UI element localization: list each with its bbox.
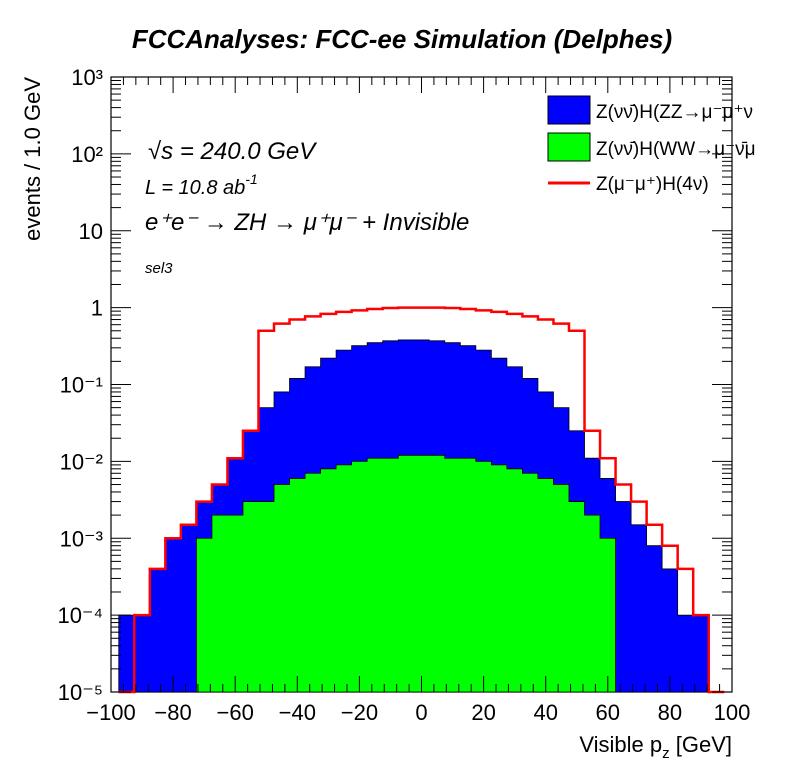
y-tick-label: 10 — [79, 219, 103, 244]
sqrt-s-symbol: √s — [148, 138, 173, 165]
series-4nu-line — [118, 306, 725, 694]
y-tick-label: 10⁻⁴ — [57, 603, 103, 628]
x-axis-label: Visible pz [GeV] — [579, 732, 732, 762]
series-ww-fill — [195, 454, 616, 693]
process-label: e⁺e⁻ → ZH → μ⁺μ⁻ + Invisible — [145, 209, 469, 236]
y-axis: 10⁻⁵ 10⁻⁴ 10⁻³ 10⁻² 10⁻¹ 1 10 10² 10³ — [57, 65, 732, 705]
y-tick-label: 10² — [71, 142, 103, 167]
x-tick-label: 0 — [415, 700, 427, 725]
annotations: √s = 240.0 GeV L = 10.8 ab-1 e⁺e⁻ → ZH →… — [145, 138, 469, 277]
y-tick-label: 10³ — [71, 65, 103, 90]
sqrt-s-label: √s = 240.0 GeV — [148, 138, 317, 165]
y-tick-label: 10⁻¹ — [60, 373, 103, 398]
x-tick-label: 100 — [714, 700, 751, 725]
x-tick-label: 20 — [471, 700, 495, 725]
legend: Z(νν̄)H(ZZ→μ⁻μ⁺ν Z(νν̄)H(WW→μ⁻ν̄μ Z(μ⁻μ⁺… — [547, 95, 756, 195]
legend-swatch-zz — [547, 95, 591, 125]
x-tick-label: −40 — [279, 700, 316, 725]
x-tick-label: −100 — [86, 700, 136, 725]
y-tick-label: 10⁻² — [60, 449, 103, 474]
x-tick-label: −80 — [154, 700, 191, 725]
x-tick-label: 40 — [533, 700, 557, 725]
lumi-label: L = 10.8 ab-1 — [145, 171, 258, 199]
x-axis: −100 −80 −60 −40 −20 0 20 40 60 80 100 — [86, 77, 750, 725]
series-path-2 — [118, 306, 725, 694]
selection-label: sel3 — [145, 260, 173, 277]
x-tick-label: 80 — [658, 700, 682, 725]
x-tick-label: −60 — [217, 700, 254, 725]
legend-swatch-ww — [547, 132, 591, 162]
y-tick-label: 10⁻⁵ — [58, 680, 103, 705]
y-axis-label: events / 1.0 GeV — [20, 77, 45, 241]
chart-title: FCCAnalyses: FCC-ee Simulation (Delphes) — [132, 24, 672, 54]
legend-label-zz: Z(νν̄)H(ZZ→μ⁻μ⁺ν — [596, 102, 753, 123]
series-path-1 — [195, 454, 616, 693]
y-tick-label: 1 — [91, 296, 103, 321]
legend-label-4nu: Z(μ⁻μ⁺)H(4ν) — [596, 174, 709, 195]
x-tick-label: 60 — [596, 700, 620, 725]
x-tick-label: −20 — [341, 700, 378, 725]
y-tick-label: 10⁻³ — [60, 526, 103, 551]
legend-label-ww: Z(νν̄)H(WW→μ⁻ν̄μ — [596, 139, 756, 160]
sqrt-s-value: = 240.0 GeV — [180, 138, 317, 165]
